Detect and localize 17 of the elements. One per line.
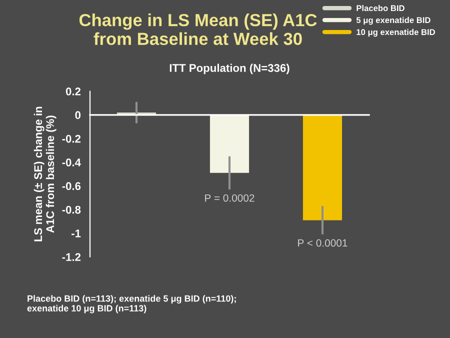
y-tick-label: -1 — [72, 230, 81, 238]
legend-label: 5 μg exenatide BID — [356, 16, 430, 25]
y-tick-label: 0 — [75, 111, 81, 120]
legend-label: Placebo BID — [356, 5, 404, 12]
y-tick-label: -0.6 — [62, 182, 81, 190]
y-tick-label: 0.2 — [66, 88, 81, 96]
legend-label: 10 μg exenatide BID — [356, 28, 436, 37]
annotation: P = 0.0002 — [205, 194, 254, 202]
y-tick-label: -0.4 — [62, 158, 81, 166]
y-tick-label: -0.2 — [62, 134, 81, 143]
y-tick-label: -1.2 — [62, 253, 81, 261]
chart-title: Change in LS Mean (SE) A1C from Baseline at Week 30 — [79, 14, 317, 46]
y-axis-title: LS mean (± SE) change in A1C from baseline (%) — [34, 106, 56, 242]
y-tick-label: -0.8 — [62, 206, 81, 214]
text: Placebo BID (n=113); exenatide 5 μg BID (n=110); exenatide 10 μg BID (n=113) — [27, 295, 236, 314]
annotation: P < 0.0001 — [298, 239, 348, 247]
chart-subtitle: ITT Population (N=336) — [170, 64, 290, 74]
